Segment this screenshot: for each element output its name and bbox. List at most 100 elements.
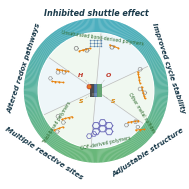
Wedge shape bbox=[41, 128, 53, 138]
Wedge shape bbox=[88, 148, 91, 163]
Wedge shape bbox=[138, 129, 150, 140]
Wedge shape bbox=[153, 94, 168, 97]
Wedge shape bbox=[24, 96, 39, 98]
Wedge shape bbox=[98, 18, 100, 33]
Wedge shape bbox=[45, 131, 56, 143]
Wedge shape bbox=[24, 82, 39, 85]
Wedge shape bbox=[29, 61, 43, 68]
Wedge shape bbox=[153, 79, 167, 82]
Wedge shape bbox=[142, 125, 154, 135]
Wedge shape bbox=[26, 105, 40, 109]
Wedge shape bbox=[33, 119, 47, 128]
Wedge shape bbox=[60, 141, 68, 154]
Wedge shape bbox=[86, 148, 89, 162]
Wedge shape bbox=[42, 41, 54, 52]
Wedge shape bbox=[27, 107, 41, 113]
Wedge shape bbox=[150, 66, 164, 72]
Wedge shape bbox=[103, 148, 106, 162]
Wedge shape bbox=[63, 142, 71, 156]
Wedge shape bbox=[152, 102, 167, 107]
Wedge shape bbox=[151, 69, 165, 75]
Wedge shape bbox=[25, 78, 39, 82]
Wedge shape bbox=[24, 98, 39, 101]
Wedge shape bbox=[81, 20, 85, 34]
Wedge shape bbox=[119, 143, 126, 157]
Wedge shape bbox=[47, 133, 57, 144]
Wedge shape bbox=[143, 49, 156, 58]
Wedge shape bbox=[124, 140, 132, 154]
Wedge shape bbox=[91, 19, 93, 33]
Wedge shape bbox=[115, 145, 121, 159]
Wedge shape bbox=[38, 46, 50, 56]
Wedge shape bbox=[113, 21, 118, 36]
Text: Other metal sulfides: Other metal sulfides bbox=[127, 92, 156, 134]
Wedge shape bbox=[100, 19, 102, 33]
Wedge shape bbox=[44, 131, 55, 142]
Wedge shape bbox=[101, 148, 104, 162]
Wedge shape bbox=[27, 106, 41, 112]
Wedge shape bbox=[134, 36, 144, 48]
Wedge shape bbox=[106, 19, 110, 34]
Wedge shape bbox=[48, 133, 58, 145]
Wedge shape bbox=[40, 127, 52, 137]
Wedge shape bbox=[149, 62, 163, 69]
Wedge shape bbox=[52, 32, 62, 45]
Wedge shape bbox=[121, 142, 129, 155]
Wedge shape bbox=[53, 31, 63, 44]
Wedge shape bbox=[146, 54, 159, 63]
Wedge shape bbox=[142, 124, 155, 134]
Wedge shape bbox=[140, 127, 152, 137]
Wedge shape bbox=[132, 135, 142, 147]
Wedge shape bbox=[122, 141, 130, 155]
Wedge shape bbox=[152, 104, 166, 109]
Wedge shape bbox=[109, 146, 114, 161]
Wedge shape bbox=[110, 20, 115, 35]
Wedge shape bbox=[139, 42, 150, 53]
Wedge shape bbox=[37, 48, 49, 58]
Wedge shape bbox=[34, 52, 47, 61]
Wedge shape bbox=[37, 124, 49, 133]
Wedge shape bbox=[75, 21, 80, 35]
Text: COF-derived polymers: COF-derived polymers bbox=[80, 135, 131, 151]
Wedge shape bbox=[91, 91, 143, 148]
Wedge shape bbox=[90, 148, 92, 163]
Wedge shape bbox=[66, 24, 74, 38]
Wedge shape bbox=[149, 111, 163, 118]
Wedge shape bbox=[80, 20, 84, 34]
Wedge shape bbox=[77, 146, 82, 161]
Wedge shape bbox=[151, 70, 166, 76]
Wedge shape bbox=[24, 85, 38, 88]
Wedge shape bbox=[148, 114, 162, 121]
Wedge shape bbox=[153, 77, 167, 81]
Wedge shape bbox=[69, 144, 76, 158]
Wedge shape bbox=[49, 33, 101, 91]
Wedge shape bbox=[139, 128, 151, 139]
Wedge shape bbox=[117, 23, 123, 37]
Wedge shape bbox=[87, 19, 90, 33]
Wedge shape bbox=[88, 19, 91, 33]
Text: O: O bbox=[105, 73, 111, 78]
Wedge shape bbox=[112, 146, 117, 160]
Wedge shape bbox=[81, 147, 85, 161]
Wedge shape bbox=[70, 144, 77, 158]
Wedge shape bbox=[61, 141, 69, 154]
Wedge shape bbox=[31, 116, 45, 124]
Wedge shape bbox=[24, 94, 39, 97]
Wedge shape bbox=[105, 19, 108, 34]
Wedge shape bbox=[84, 147, 87, 162]
Wedge shape bbox=[57, 29, 65, 42]
Wedge shape bbox=[137, 40, 149, 51]
Wedge shape bbox=[50, 34, 60, 46]
Bar bbox=[97, 84, 102, 97]
Wedge shape bbox=[113, 145, 119, 160]
Wedge shape bbox=[146, 55, 160, 64]
Wedge shape bbox=[76, 146, 81, 160]
Wedge shape bbox=[136, 38, 147, 50]
Wedge shape bbox=[27, 68, 41, 74]
Wedge shape bbox=[143, 48, 155, 57]
Wedge shape bbox=[32, 56, 46, 64]
Wedge shape bbox=[100, 148, 103, 163]
Wedge shape bbox=[92, 148, 94, 163]
Wedge shape bbox=[78, 20, 83, 35]
Wedge shape bbox=[107, 147, 111, 161]
